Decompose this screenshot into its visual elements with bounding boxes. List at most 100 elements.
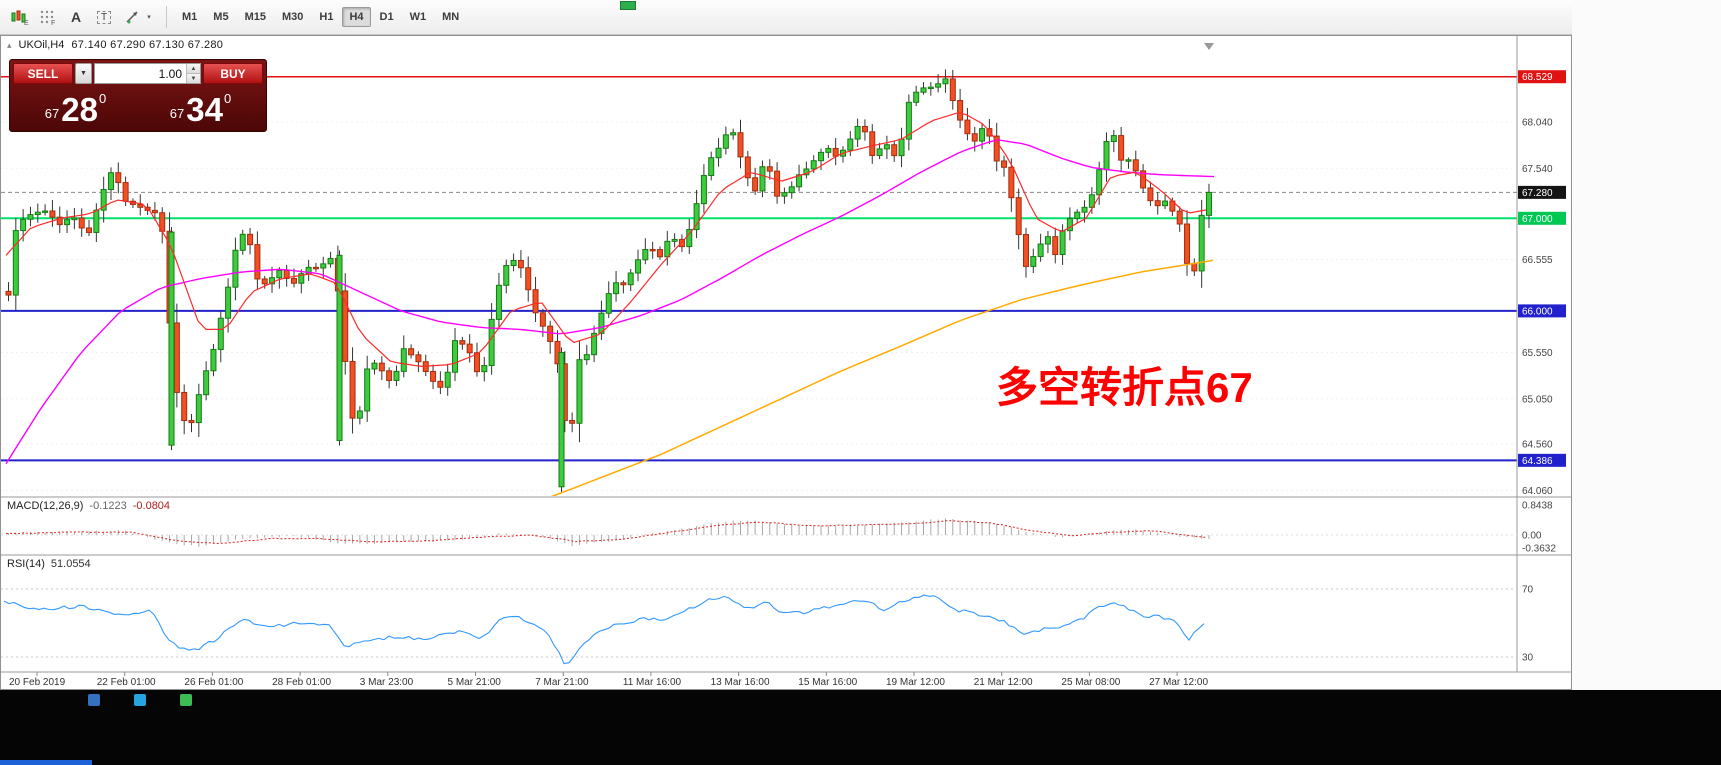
candle-body (861, 125, 868, 133)
candle-body (722, 134, 729, 149)
candle-body (913, 91, 920, 103)
macd-label: MACD(12,26,9) -0.1223 -0.0804 (7, 500, 170, 512)
timeframe-MN[interactable]: MN (442, 11, 460, 23)
svg-text:E: E (24, 20, 29, 25)
buy-button[interactable]: BUY (203, 63, 263, 84)
drawing-tools-icon[interactable]: ▾ (118, 4, 158, 30)
text-annotation-icon[interactable]: A (62, 4, 90, 30)
timeframe-H1[interactable]: H1 (319, 11, 334, 23)
candle-body (1008, 166, 1015, 199)
time-axis-label: 21 Mar 12:00 (974, 677, 1033, 688)
letter-t-glyph: T (96, 10, 112, 24)
price-line-tag (1518, 185, 1566, 199)
volume-dropdown-button[interactable]: ▼ (75, 63, 92, 84)
tall-candle (558, 352, 565, 488)
volume-decrease-button[interactable]: ▼ (187, 74, 200, 83)
candle-body (1125, 159, 1132, 162)
candle-body (1110, 135, 1117, 142)
candle-body (847, 138, 854, 151)
taskbar-app-3[interactable] (180, 694, 192, 706)
candle-body (225, 286, 232, 319)
taskbar-icons (88, 694, 192, 706)
buy-price-small: 67 (169, 106, 185, 121)
letter-a-glyph: A (70, 9, 82, 25)
candle-body (613, 282, 620, 295)
candle-body (261, 278, 268, 285)
chart-type-icon[interactable]: E (6, 4, 34, 30)
macd-signal-line (5, 520, 1207, 545)
candle-body (591, 332, 598, 356)
candle-body (1118, 135, 1125, 161)
candle-body (993, 135, 1000, 162)
ohlc-label: 67.140 67.290 67.130 67.280 (71, 39, 224, 51)
candle-body (1081, 206, 1088, 213)
timeframe-D1[interactable]: D1 (379, 11, 394, 23)
timeframe-W1[interactable]: W1 (409, 11, 427, 23)
candle-body (56, 216, 63, 226)
time-axis-label: 25 Mar 08:00 (1061, 677, 1120, 688)
time-axis-label: 13 Mar 16:00 (711, 677, 770, 688)
buy-price[interactable]: 67 34 0 (138, 84, 263, 128)
chart-window: 0.8438 0.00 -0.3632 70 30 68.040 67.540 66.555 6… (0, 35, 1572, 690)
candle-body (42, 210, 49, 213)
svg-text:F: F (51, 20, 55, 25)
grid-icon[interactable]: F (34, 4, 62, 30)
candle-body (510, 259, 517, 267)
candle-body (627, 272, 634, 286)
candle-body (818, 151, 825, 162)
macd-value-main: -0.1223 (89, 500, 127, 512)
candle-body (254, 244, 261, 280)
candle-body (210, 348, 217, 372)
price-line-tag (1518, 453, 1566, 467)
rsi-axis-label: 70 (1522, 585, 1534, 596)
timeframe-M30[interactable]: M30 (281, 11, 304, 23)
volume-increase-button[interactable]: ▲ (187, 64, 200, 74)
volume-value[interactable]: 1.00 (158, 67, 182, 81)
candle-body (642, 248, 649, 261)
sell-price[interactable]: 67 28 0 (13, 84, 138, 128)
price-line-tag-text: 68.529 (1522, 72, 1553, 83)
candle-body (649, 248, 656, 252)
rsi-label: RSI(14) 51.0554 (7, 558, 91, 570)
candle-body (583, 354, 590, 361)
candle-body (430, 370, 437, 382)
candle-body (217, 317, 224, 350)
candle-body (298, 273, 305, 284)
candle-body (239, 233, 246, 251)
candle-body (1162, 200, 1169, 207)
candle-body (320, 263, 327, 269)
candle-body (737, 132, 744, 158)
candle-body (393, 370, 400, 381)
candle-body (12, 230, 19, 296)
time-axis-label: 3 Mar 23:00 (360, 677, 414, 688)
taskbar-app-1[interactable] (88, 694, 100, 706)
candle-body (1184, 223, 1191, 264)
collapse-icon[interactable]: ▴ (7, 39, 12, 50)
candle-body (664, 240, 671, 258)
text-box-icon[interactable]: T (90, 4, 118, 30)
taskbar-app-2[interactable] (134, 694, 146, 706)
price-line-tag-text: 66.000 (1522, 306, 1553, 317)
candle-body (459, 340, 466, 345)
candle-body (883, 144, 890, 150)
timeframe-H4[interactable]: H4 (342, 7, 371, 27)
chart-canvas[interactable]: 0.8438 0.00-0.3632 70 30 68.040 67.540 66.555 6… (1, 36, 1571, 689)
volume-input[interactable]: 1.00 ▲ ▼ (94, 63, 201, 84)
candle-body (327, 257, 334, 265)
timeframe-M5[interactable]: M5 (213, 11, 229, 23)
candle-body (796, 174, 803, 188)
sell-button[interactable]: SELL (13, 63, 73, 84)
chart-shift-marker (1204, 43, 1214, 50)
candle-body (386, 370, 393, 381)
candle-body (488, 318, 495, 367)
candle-body (195, 394, 202, 424)
timeframe-M15[interactable]: M15 (244, 11, 266, 23)
candle-body (525, 267, 532, 291)
candle-body (1147, 187, 1154, 202)
drawing-tools-glyph (126, 11, 138, 24)
candle-body (49, 210, 56, 218)
timeframe-M1[interactable]: M1 (182, 11, 198, 23)
candle-body (20, 218, 27, 232)
candle-body (107, 172, 114, 191)
sell-price-small: 67 (44, 106, 60, 121)
